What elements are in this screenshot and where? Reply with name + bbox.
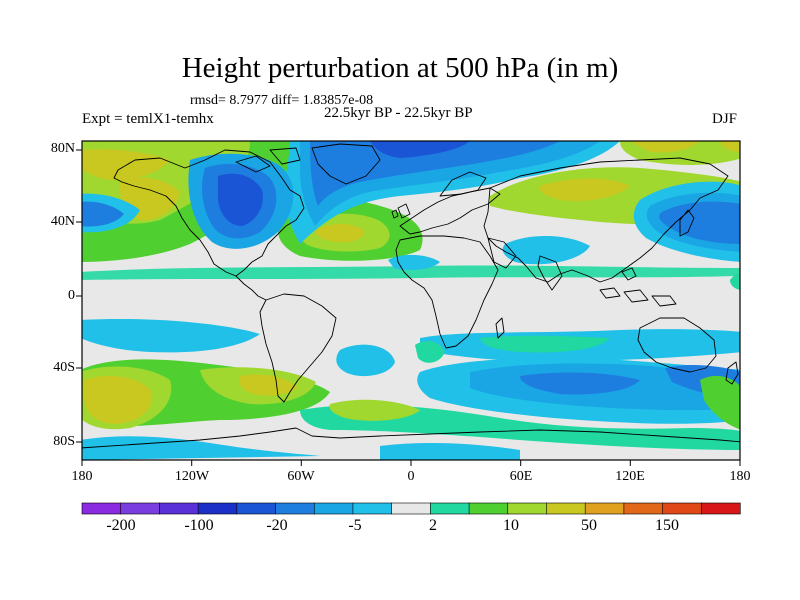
colorbar-swatch <box>430 502 470 515</box>
coastlines <box>82 143 740 449</box>
season-label: DJF <box>712 111 738 127</box>
lat-label-40n: 40N <box>50 214 75 229</box>
colorbar-swatch <box>352 502 393 515</box>
colorbar-swatch <box>81 502 122 515</box>
colorbar-swatch <box>236 502 277 515</box>
colorbar-swatch <box>662 502 702 515</box>
colorbar-label: -100 <box>184 517 214 534</box>
colorbar-label: 2 <box>429 517 437 534</box>
colorbar-swatch <box>313 502 354 515</box>
lon-label-60w: 60W <box>287 469 315 484</box>
colorbar-swatch <box>584 502 625 515</box>
colorbar-swatch <box>159 502 199 515</box>
colorbar-label: -20 <box>266 517 288 534</box>
colorbar <box>81 502 741 515</box>
colorbar-swatch <box>700 502 741 515</box>
lon-label-120e: 120E <box>615 469 645 484</box>
figure-title: Height perturbation at 500 hPa (in m) <box>181 52 619 84</box>
lat-label-80n: 80N <box>50 141 75 156</box>
lat-label-80s: 80S <box>53 434 75 449</box>
lon-label-180e: 180 <box>729 469 751 484</box>
axis-ticks <box>76 149 741 466</box>
colorbar-swatch <box>623 502 664 515</box>
lon-label-180w: 180 <box>71 469 93 484</box>
colorbar-label: 50 <box>581 517 597 534</box>
colorbar-swatch <box>197 502 238 515</box>
experiment-label: Expt = temlX1-temhx <box>82 111 214 127</box>
colorbar-label: -200 <box>106 517 136 534</box>
lat-label-40s: 40S <box>53 360 75 375</box>
colorbar-swatch <box>120 502 161 515</box>
rmsd-diff-label: rmsd= 8.7977 diff= 1.83857e-08 <box>190 93 374 108</box>
colorbar-swatch <box>507 502 548 515</box>
colorbar-swatch <box>391 502 431 515</box>
colorbar-swatch <box>546 502 586 515</box>
period-label: 22.5kyr BP - 22.5kyr BP <box>324 105 473 121</box>
lon-label-0: 0 <box>407 469 415 484</box>
colorbar-label: 10 <box>503 517 519 534</box>
colorbar-label: -5 <box>348 517 362 534</box>
lat-label-0: 0 <box>68 288 75 303</box>
lon-label-120w: 120W <box>174 469 210 484</box>
colorbar-label: 150 <box>655 517 679 534</box>
colorbar-swatch <box>468 502 509 515</box>
lon-label-60e: 60E <box>509 469 533 484</box>
colorbar-swatch <box>275 502 315 515</box>
